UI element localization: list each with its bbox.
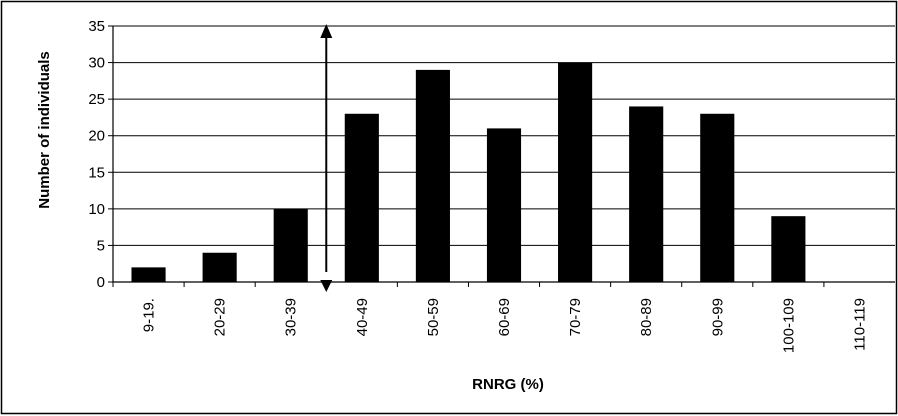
y-tick-label: 35 <box>88 18 105 35</box>
bar <box>273 208 308 282</box>
y-tick-label: 5 <box>97 237 105 254</box>
bar <box>131 267 166 282</box>
bars <box>131 62 806 283</box>
x-tick-label: 50-59 <box>425 298 442 336</box>
annotation-arrow <box>320 24 333 292</box>
x-tick-label: 20-29 <box>212 298 229 336</box>
y-tick-label: 0 <box>97 274 105 291</box>
x-tick-label: 100-109 <box>780 298 797 353</box>
arrow-head-up <box>320 24 333 38</box>
bar <box>700 113 735 283</box>
x-axis-title: RNRG (%) <box>472 376 544 393</box>
x-tick-label: 90-99 <box>709 298 726 336</box>
y-tick-labels: 0 5 10 15 20 25 30 35 <box>88 18 105 291</box>
x-tick-label: 9-19. <box>141 298 158 332</box>
y-tick-label: 10 <box>88 201 105 218</box>
y-tick-label: 15 <box>88 164 105 181</box>
x-tick-label: 40-49 <box>354 298 371 336</box>
axes <box>108 25 895 287</box>
bar <box>415 69 450 282</box>
bar <box>629 106 664 282</box>
x-tick-label: 80-89 <box>638 298 655 336</box>
y-tick-label: 30 <box>88 55 105 72</box>
x-tick-label: 60-69 <box>496 298 513 336</box>
bar <box>771 216 806 282</box>
y-tick-label: 25 <box>88 91 105 108</box>
y-axis-title: Number of individuals <box>36 51 53 209</box>
bar <box>344 113 379 283</box>
x-tick-labels: 9-19. 20-29 30-39 40-49 50-59 60-69 70-79 80-89… <box>141 298 869 353</box>
x-tick-label: 30-39 <box>283 298 300 336</box>
bar <box>202 252 237 282</box>
x-tick-label: 110-119 <box>851 298 868 351</box>
arrow-head-down <box>320 280 333 292</box>
gridlines <box>113 25 895 246</box>
bar <box>486 128 522 282</box>
x-tick-label: 70-79 <box>567 298 584 336</box>
bar <box>558 62 593 283</box>
y-tick-label: 20 <box>88 128 105 145</box>
